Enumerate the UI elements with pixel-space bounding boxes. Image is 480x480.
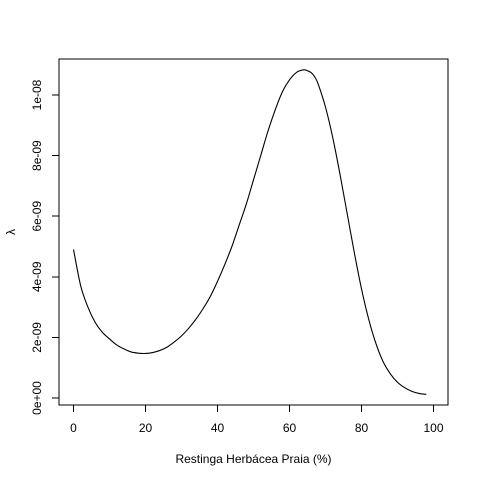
y-tick-label: 8e-09: [30, 140, 44, 171]
y-axis-label: λ: [4, 229, 18, 235]
x-axis-label: Restinga Herbácea Praia (%): [175, 452, 331, 466]
x-tick-label: 0: [70, 421, 77, 435]
y-tick-label: 4e-09: [30, 261, 44, 292]
y-tick-label: 0e+00: [30, 381, 44, 415]
x-tick-label: 20: [139, 421, 153, 435]
x-tick-label: 100: [423, 421, 443, 435]
series-line: [72, 69, 427, 395]
y-axis: 0e+00 2e-09 4e-09 6e-09 8e-09 1e-08: [30, 79, 60, 415]
x-tick-label: 80: [355, 421, 369, 435]
plot-box: [58, 58, 449, 406]
x-tick-label: 40: [211, 421, 225, 435]
x-tick-label: 60: [283, 421, 297, 435]
x-axis: 0 20 40 60 80 100: [70, 404, 444, 435]
y-tick-label: 2e-09: [30, 322, 44, 353]
y-tick-label: 6e-09: [30, 201, 44, 232]
y-tick-label: 1e-08: [30, 79, 44, 110]
